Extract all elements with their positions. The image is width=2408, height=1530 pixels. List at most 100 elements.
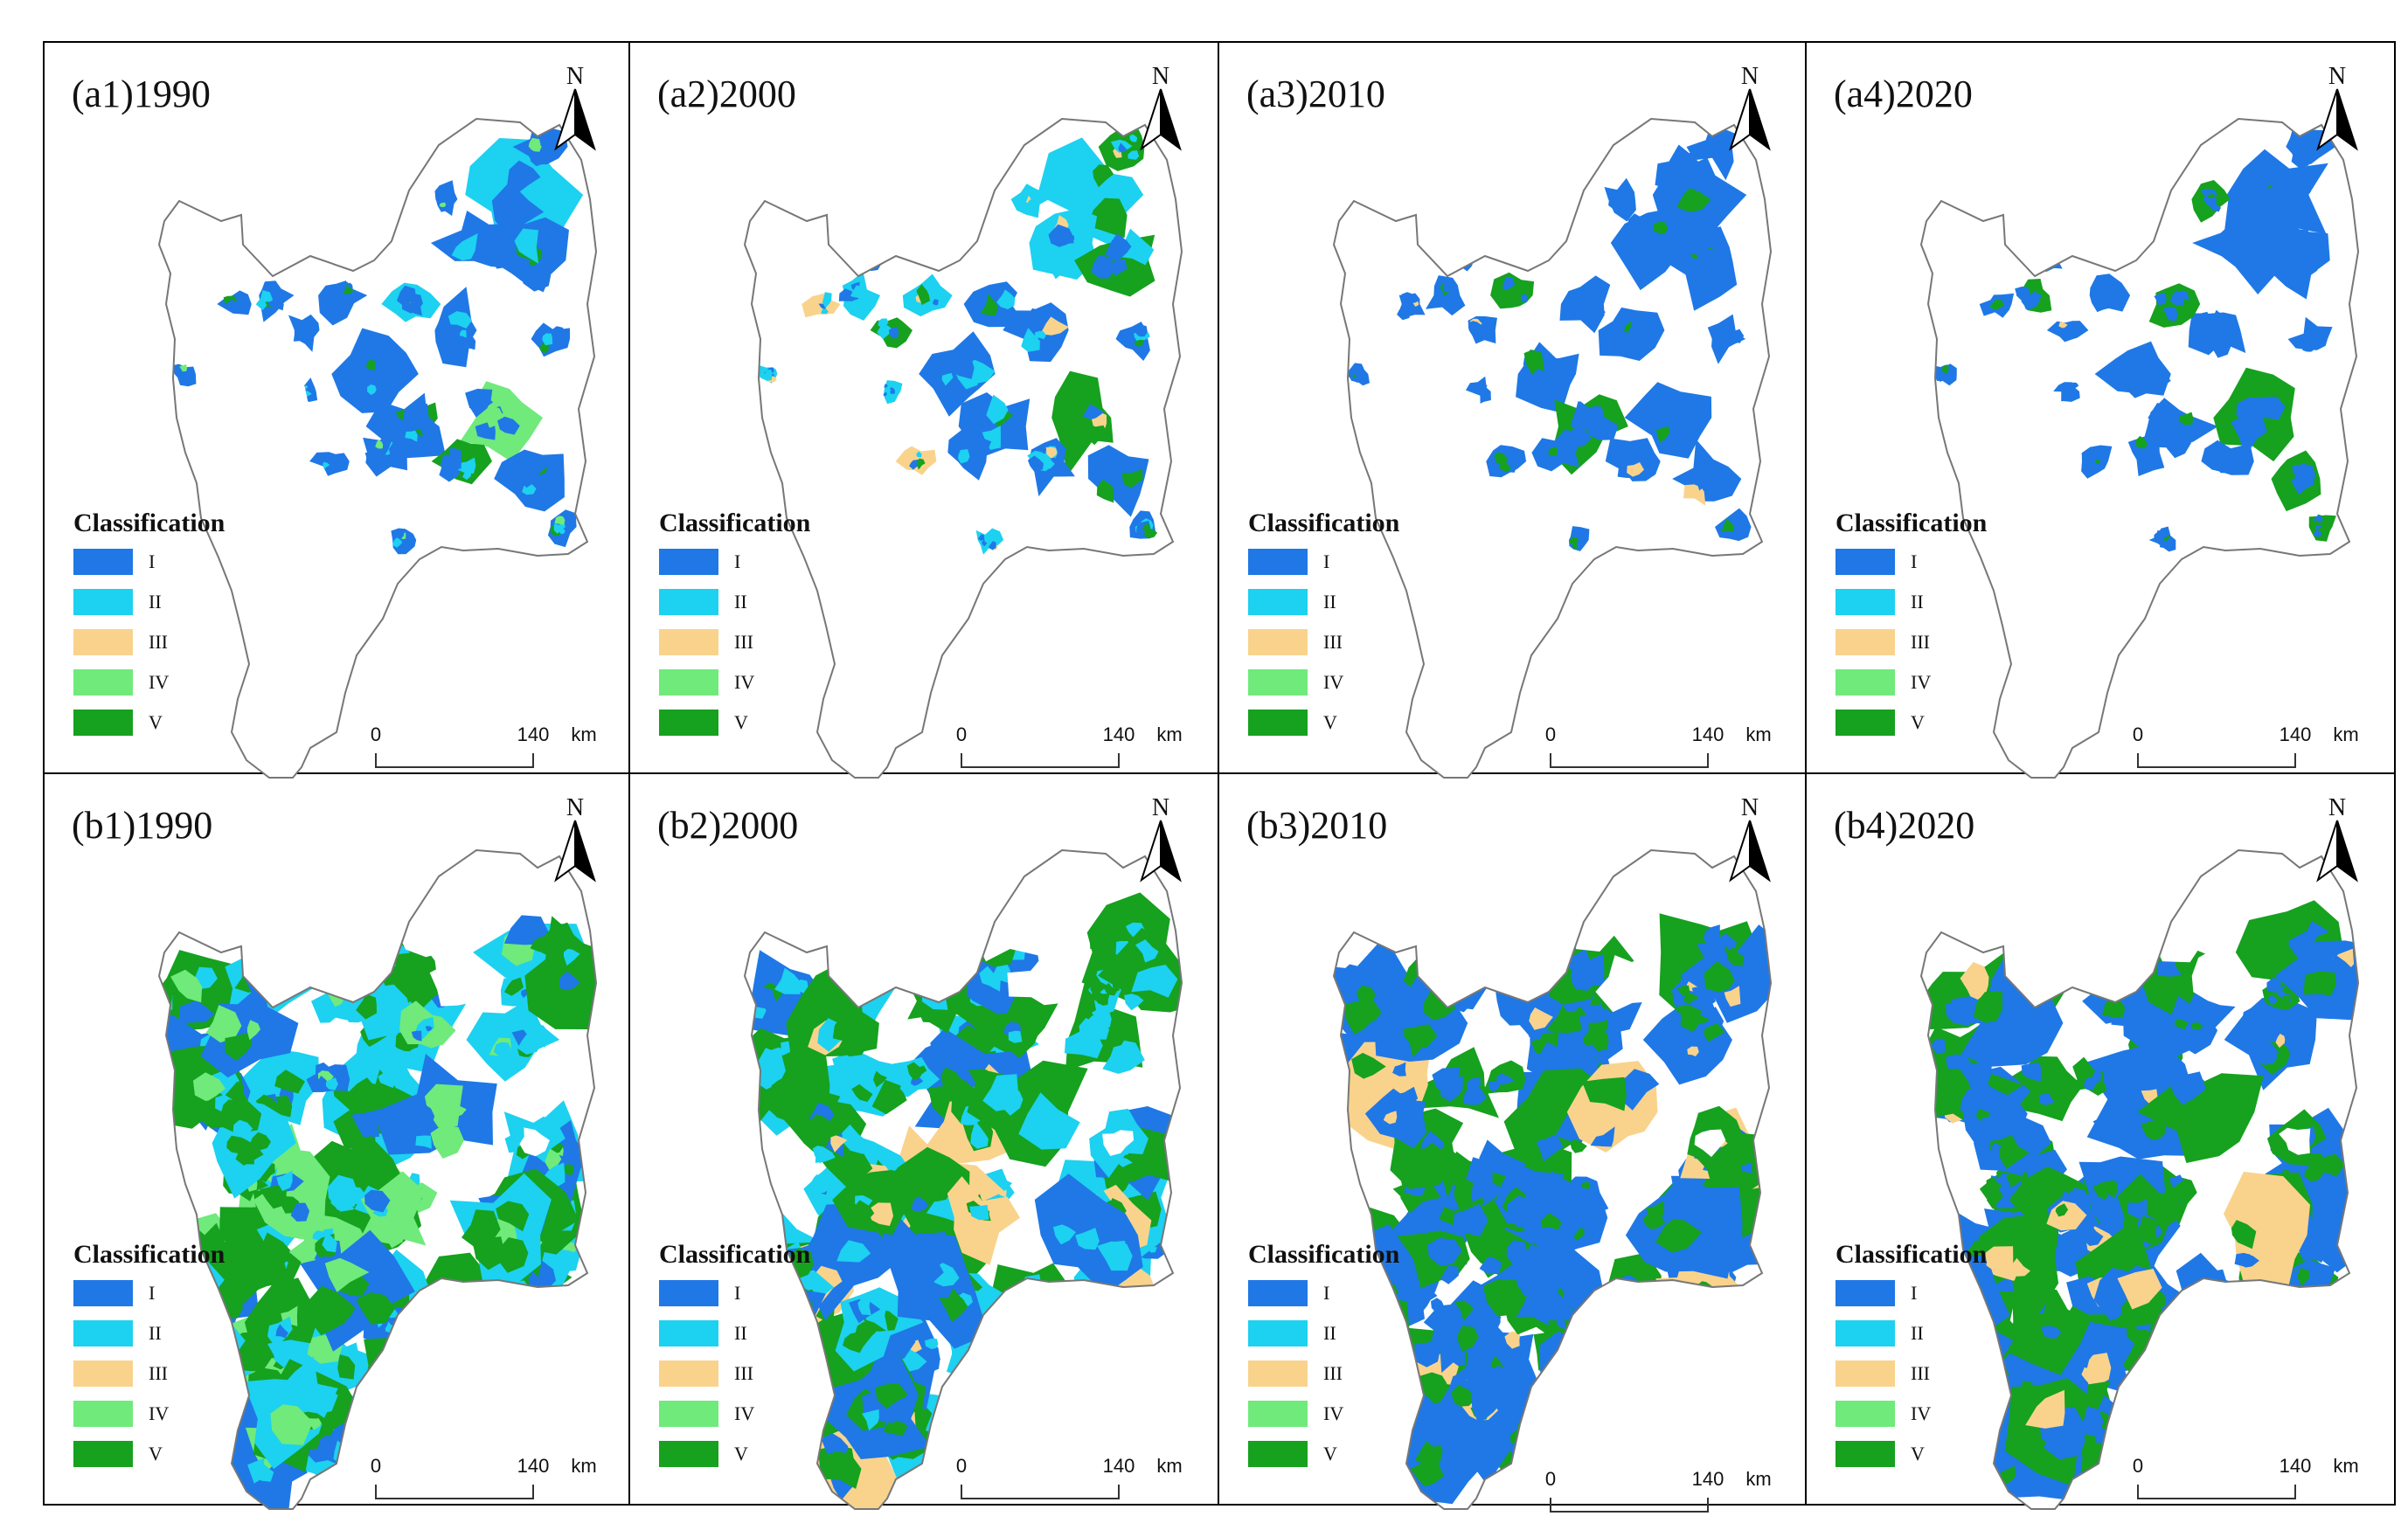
patch-detail bbox=[1707, 255, 1724, 278]
patch-detail bbox=[1401, 292, 1414, 304]
patch-detail bbox=[1121, 468, 1143, 488]
patch-detail bbox=[1377, 1374, 1388, 1387]
patch-detail bbox=[980, 294, 999, 315]
patch-detail bbox=[322, 1232, 337, 1253]
legend-swatch-I bbox=[73, 1280, 133, 1306]
patch-detail bbox=[1352, 374, 1357, 377]
patch-detail bbox=[1362, 1308, 1380, 1324]
patch-detail bbox=[1704, 248, 1718, 260]
patch-detail bbox=[1443, 294, 1457, 305]
patch-detail bbox=[1676, 188, 1711, 212]
patch-detail bbox=[2041, 1326, 2062, 1339]
patch-detail bbox=[542, 333, 553, 346]
patch-detail bbox=[327, 283, 344, 297]
patch-detail bbox=[2228, 1364, 2266, 1402]
legend-swatch-II bbox=[659, 1320, 718, 1347]
patch-detail bbox=[1555, 1213, 1581, 1244]
patch-detail bbox=[1142, 1361, 1158, 1377]
patch-detail bbox=[2032, 290, 2043, 301]
patch-detail bbox=[2163, 306, 2178, 322]
patch-detail bbox=[461, 335, 476, 350]
patch-detail bbox=[2134, 1360, 2157, 1383]
patch-detail bbox=[1397, 308, 1411, 321]
legend-label-V: V bbox=[734, 711, 748, 733]
patch-detail bbox=[821, 308, 829, 315]
patch-detail bbox=[1341, 1335, 1362, 1354]
patch bbox=[2189, 1378, 2282, 1498]
patch-detail bbox=[1565, 1011, 1581, 1023]
patch-detail bbox=[274, 1070, 305, 1094]
legend-label-III: III bbox=[1911, 631, 1930, 653]
patch-detail bbox=[2081, 1353, 2112, 1389]
patch-detail bbox=[1129, 134, 1138, 142]
patch-detail bbox=[1024, 1303, 1049, 1329]
patch-detail bbox=[1634, 1403, 1681, 1448]
north-arrow-icon bbox=[1729, 820, 1751, 883]
patch-detail bbox=[1065, 1374, 1117, 1420]
patch-detail bbox=[1986, 1176, 2002, 1193]
patch-detail bbox=[2169, 1071, 2207, 1105]
no-data-area bbox=[1672, 1361, 1744, 1415]
patch-detail bbox=[870, 260, 876, 267]
patch-detail bbox=[2105, 1194, 2120, 1208]
patch-detail bbox=[162, 1340, 184, 1358]
patch-detail bbox=[2002, 1019, 2027, 1037]
patch-detail bbox=[1086, 425, 1107, 446]
legend-swatch-I bbox=[1248, 1280, 1308, 1306]
classification-patches bbox=[755, 126, 1158, 718]
patch-detail bbox=[911, 1196, 929, 1212]
legend-label-IV: IV bbox=[1911, 671, 1931, 693]
patch bbox=[2291, 1339, 2358, 1421]
patch-detail bbox=[2267, 235, 2291, 256]
patch-detail bbox=[2273, 261, 2287, 274]
patch-detail bbox=[1707, 1297, 1726, 1319]
patch-detail bbox=[398, 1355, 411, 1367]
patch-detail bbox=[2323, 1349, 2345, 1376]
patch-detail bbox=[1642, 1211, 1665, 1229]
patch-detail bbox=[1018, 1092, 1080, 1150]
patch-detail bbox=[1691, 987, 1703, 997]
patch-detail bbox=[551, 326, 565, 338]
patch-detail bbox=[889, 1169, 909, 1192]
patch bbox=[185, 1344, 235, 1393]
patch-detail bbox=[2231, 1360, 2246, 1375]
patch-detail bbox=[1721, 518, 1735, 532]
patch-detail bbox=[1111, 1355, 1126, 1366]
patch-detail bbox=[270, 1404, 314, 1445]
patch-detail bbox=[1998, 307, 2002, 313]
patch-detail bbox=[1965, 1288, 1979, 1305]
patch-detail bbox=[191, 1436, 198, 1447]
patch-detail bbox=[2207, 1298, 2245, 1327]
north-label: N bbox=[2328, 63, 2346, 90]
patch-detail bbox=[2240, 1004, 2282, 1033]
patch-detail bbox=[2287, 1040, 2306, 1056]
patch-detail bbox=[1029, 1282, 1045, 1294]
patch-detail bbox=[1611, 1425, 1634, 1445]
patch-detail bbox=[2287, 1288, 2311, 1316]
legend-swatch-I bbox=[659, 549, 718, 575]
patch-detail bbox=[909, 299, 925, 312]
patch-detail bbox=[195, 1362, 218, 1383]
patch-detail bbox=[2064, 332, 2071, 339]
patch-detail bbox=[1089, 924, 1117, 959]
patch-detail bbox=[2166, 429, 2191, 459]
patch-detail bbox=[2245, 1333, 2261, 1350]
patch-detail bbox=[1461, 261, 1465, 266]
patch-detail bbox=[1659, 144, 1708, 189]
scale-start-label: 0 bbox=[1545, 723, 1556, 745]
legend-swatch-V bbox=[659, 710, 718, 736]
patch-detail bbox=[2314, 515, 2323, 523]
patch-detail bbox=[465, 388, 493, 418]
patch-detail bbox=[816, 1172, 833, 1189]
patch-detail bbox=[1650, 398, 1669, 413]
patch-detail bbox=[1144, 1404, 1182, 1436]
patch-detail bbox=[1687, 1046, 1699, 1056]
patch-detail bbox=[2282, 994, 2291, 1001]
patch-detail bbox=[2084, 1076, 2096, 1090]
patch-detail bbox=[192, 1433, 209, 1447]
patch-detail bbox=[2191, 1022, 2203, 1030]
patch-detail bbox=[773, 1302, 815, 1345]
patch-detail bbox=[2225, 235, 2257, 260]
